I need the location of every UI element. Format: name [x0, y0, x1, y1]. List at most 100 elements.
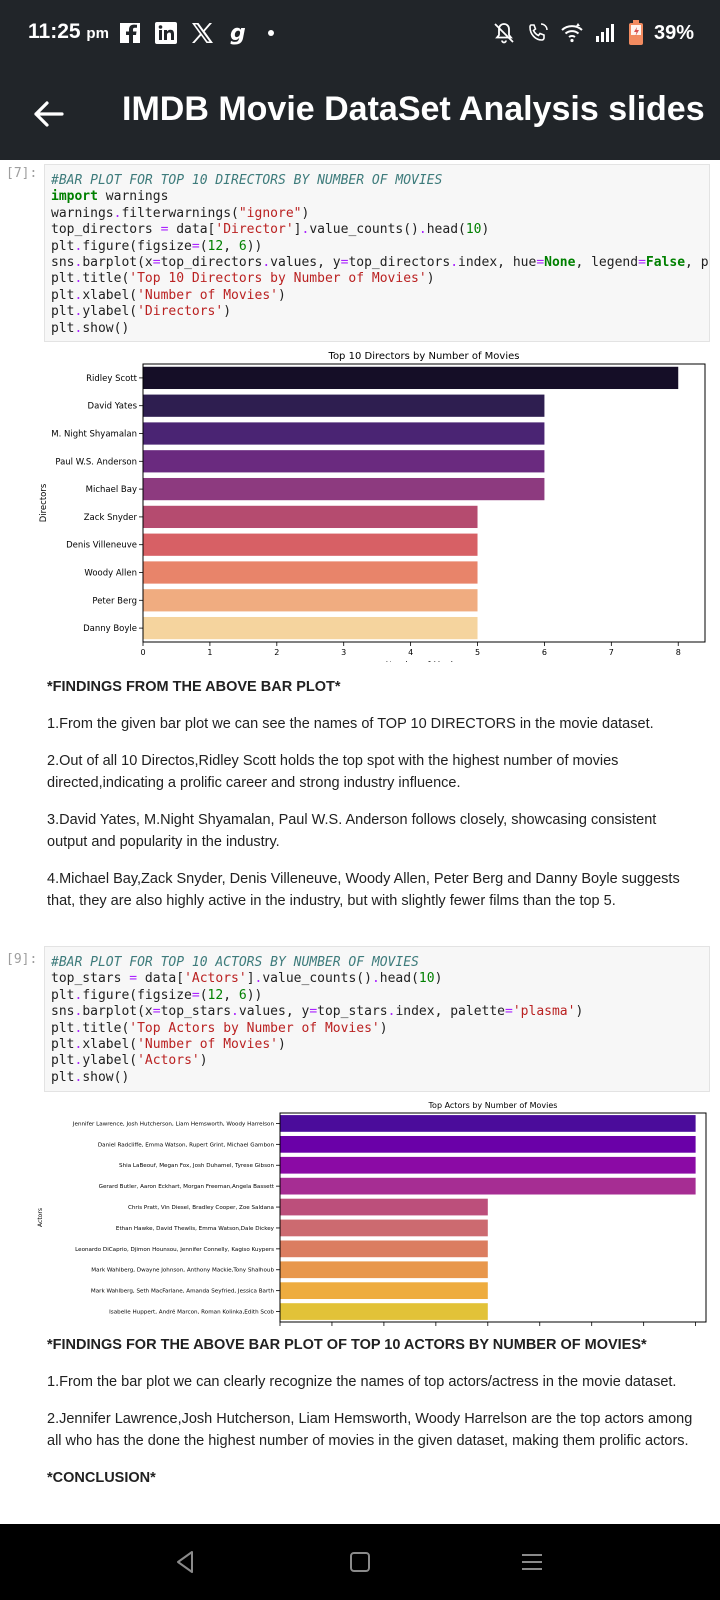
x-tick-label: 0: [140, 648, 145, 657]
code-token: =: [505, 1004, 513, 1020]
back-arrow-icon[interactable]: [28, 94, 68, 134]
code-token: .: [113, 205, 122, 221]
code-token: 'Directors': [137, 304, 224, 320]
code-token: , p: [685, 255, 709, 271]
code-line: #BAR PLOT FOR TOP 10 ACTORS BY NUMBER OF…: [51, 955, 703, 971]
code-line: plt.title('Top 10 Directors by Number of…: [51, 271, 703, 287]
status-time: 11:25 pm: [28, 20, 109, 44]
code-cell: [7]: #BAR PLOT FOR TOP 10 DIRECTORS BY N…: [0, 160, 720, 342]
y-tick-label: Zack Snyder: [84, 513, 138, 523]
code-block[interactable]: #BAR PLOT FOR TOP 10 ACTORS BY NUMBER OF…: [44, 946, 710, 1092]
y-tick-label: Denis Villeneuve: [66, 541, 137, 551]
code-line: plt.ylabel('Directors'): [51, 304, 703, 320]
code-token: ylabel(: [82, 1053, 138, 1069]
page-title: IMDB Movie DataSet Analysis slides: [122, 90, 705, 128]
code-token: 10: [465, 222, 482, 238]
code-token: head(: [379, 971, 419, 987]
y-tick-label: Danny Boyle: [83, 624, 137, 634]
code-line: sns.barplot(x=top_stars.values, y=top_st…: [51, 1004, 703, 1020]
cell-prompt: [9]:: [6, 952, 38, 967]
code-token: top_directors: [160, 255, 263, 271]
nav-menu-icon[interactable]: [516, 1546, 548, 1578]
nav-back-icon[interactable]: [170, 1546, 202, 1578]
x-tick-label: 2: [274, 648, 279, 657]
svg-text:g: g: [230, 21, 246, 45]
code-token: =: [536, 255, 545, 271]
code-token: figure(figsize: [82, 987, 192, 1003]
code-token: =: [191, 238, 200, 254]
code-token: plt: [51, 987, 75, 1003]
plot-frame: [279, 1112, 707, 1323]
code-token: .: [301, 222, 310, 238]
code-token: ): [434, 971, 443, 987]
facebook-icon: [120, 23, 140, 43]
code-token: )): [246, 238, 263, 254]
bar: [280, 1177, 696, 1195]
code-token: plt: [51, 1069, 75, 1085]
bar: [143, 366, 679, 390]
code-token: figure(figsize: [82, 238, 192, 254]
code-token: #BAR PLOT FOR TOP 10 ACTORS BY NUMBER OF…: [51, 955, 419, 970]
code-token: filterwarnings(: [121, 205, 239, 221]
clock-ampm: pm: [86, 25, 109, 42]
code-token: barplot(x: [82, 1004, 153, 1020]
wifi-icon: [561, 23, 583, 43]
bar: [143, 422, 545, 445]
y-axis-label: Actors: [37, 1208, 44, 1227]
code-line: plt.show(): [51, 1070, 703, 1086]
code-token: ]: [246, 971, 255, 987]
battery-icon: [628, 20, 643, 45]
y-tick-label: David Yates: [88, 402, 138, 412]
code-token: 'Top 10 Directors by Number of Movies': [129, 271, 427, 287]
code-line: plt.title('Top Actors by Number of Movie…: [51, 1021, 703, 1037]
code-token: value_counts(): [262, 971, 372, 987]
code-token: 12: [207, 238, 224, 254]
finding-point: 2.Out of all 10 Directos,Ridley Scott ho…: [47, 753, 619, 791]
y-tick-label: Mark Wahlberg, Seth MacFarlane, Amanda S…: [91, 1289, 275, 1295]
code-block[interactable]: #BAR PLOT FOR TOP 10 DIRECTORS BY NUMBER…: [44, 164, 710, 342]
code-line: sns.barplot(x=top_directors.values, y=to…: [51, 255, 709, 271]
code-line: plt.figure(figsize=(12, 6)): [51, 988, 703, 1004]
code-token: ,: [223, 987, 239, 1003]
code-token: (: [199, 987, 208, 1003]
code-token: xlabel(: [82, 1037, 138, 1053]
code-token: .: [74, 255, 83, 271]
notebook-content[interactable]: [7]: #BAR PLOT FOR TOP 10 DIRECTORS BY N…: [0, 160, 720, 1524]
code-token: ): [379, 1020, 388, 1036]
signal-icon: [595, 24, 614, 42]
code-line: #BAR PLOT FOR TOP 10 DIRECTORS BY NUMBER…: [51, 173, 703, 189]
system-icons: 39%: [492, 20, 694, 46]
code-token: .: [74, 1053, 83, 1069]
code-token: .: [254, 971, 263, 987]
code-token: =: [152, 255, 161, 271]
code-token: 'plasma': [512, 1004, 576, 1020]
code-token: .: [262, 255, 271, 271]
y-tick-label: Ridley Scott: [86, 374, 138, 384]
code-token: ): [223, 304, 232, 320]
findings-heading: *FINDINGS FOR THE ABOVE BAR PLOT OF TOP …: [47, 1337, 647, 1353]
code-token: data[: [168, 222, 216, 238]
nav-home-icon[interactable]: [344, 1546, 376, 1578]
bar: [143, 477, 545, 501]
code-token: plt: [51, 1053, 75, 1069]
finding-point: 3.David Yates, M.Night Shyamalan, Paul W…: [47, 812, 657, 850]
x-tick-label: 5: [475, 648, 480, 657]
app-bar: IMDB Movie DataSet Analysis slides: [0, 68, 720, 160]
code-line: import warnings: [51, 189, 703, 205]
bar: [280, 1198, 488, 1216]
x-tick-label: 6: [542, 648, 547, 657]
y-tick-label: Jennifer Lawrence, Josh Hutcherson, Liam…: [72, 1121, 275, 1127]
code-line: plt.figure(figsize=(12, 6)): [51, 239, 703, 255]
code-token: .: [387, 1004, 396, 1020]
x-icon: [192, 23, 213, 43]
code-token: =: [309, 1004, 318, 1020]
clock-time: 11:25: [28, 20, 81, 43]
y-tick-label: Ethan Hawke, David Thewlis, Emma Watson,…: [116, 1226, 275, 1232]
code-token: index, hue: [458, 255, 537, 271]
finding-point: 2.Jennifer Lawrence,Josh Hutcherson, Lia…: [47, 1411, 693, 1449]
bar: [280, 1261, 488, 1279]
code-token: 'Actors': [137, 1053, 200, 1069]
code-token: sns: [51, 255, 75, 271]
code-token: 'Number of Movies': [137, 287, 278, 303]
code-token: head(: [426, 222, 466, 238]
